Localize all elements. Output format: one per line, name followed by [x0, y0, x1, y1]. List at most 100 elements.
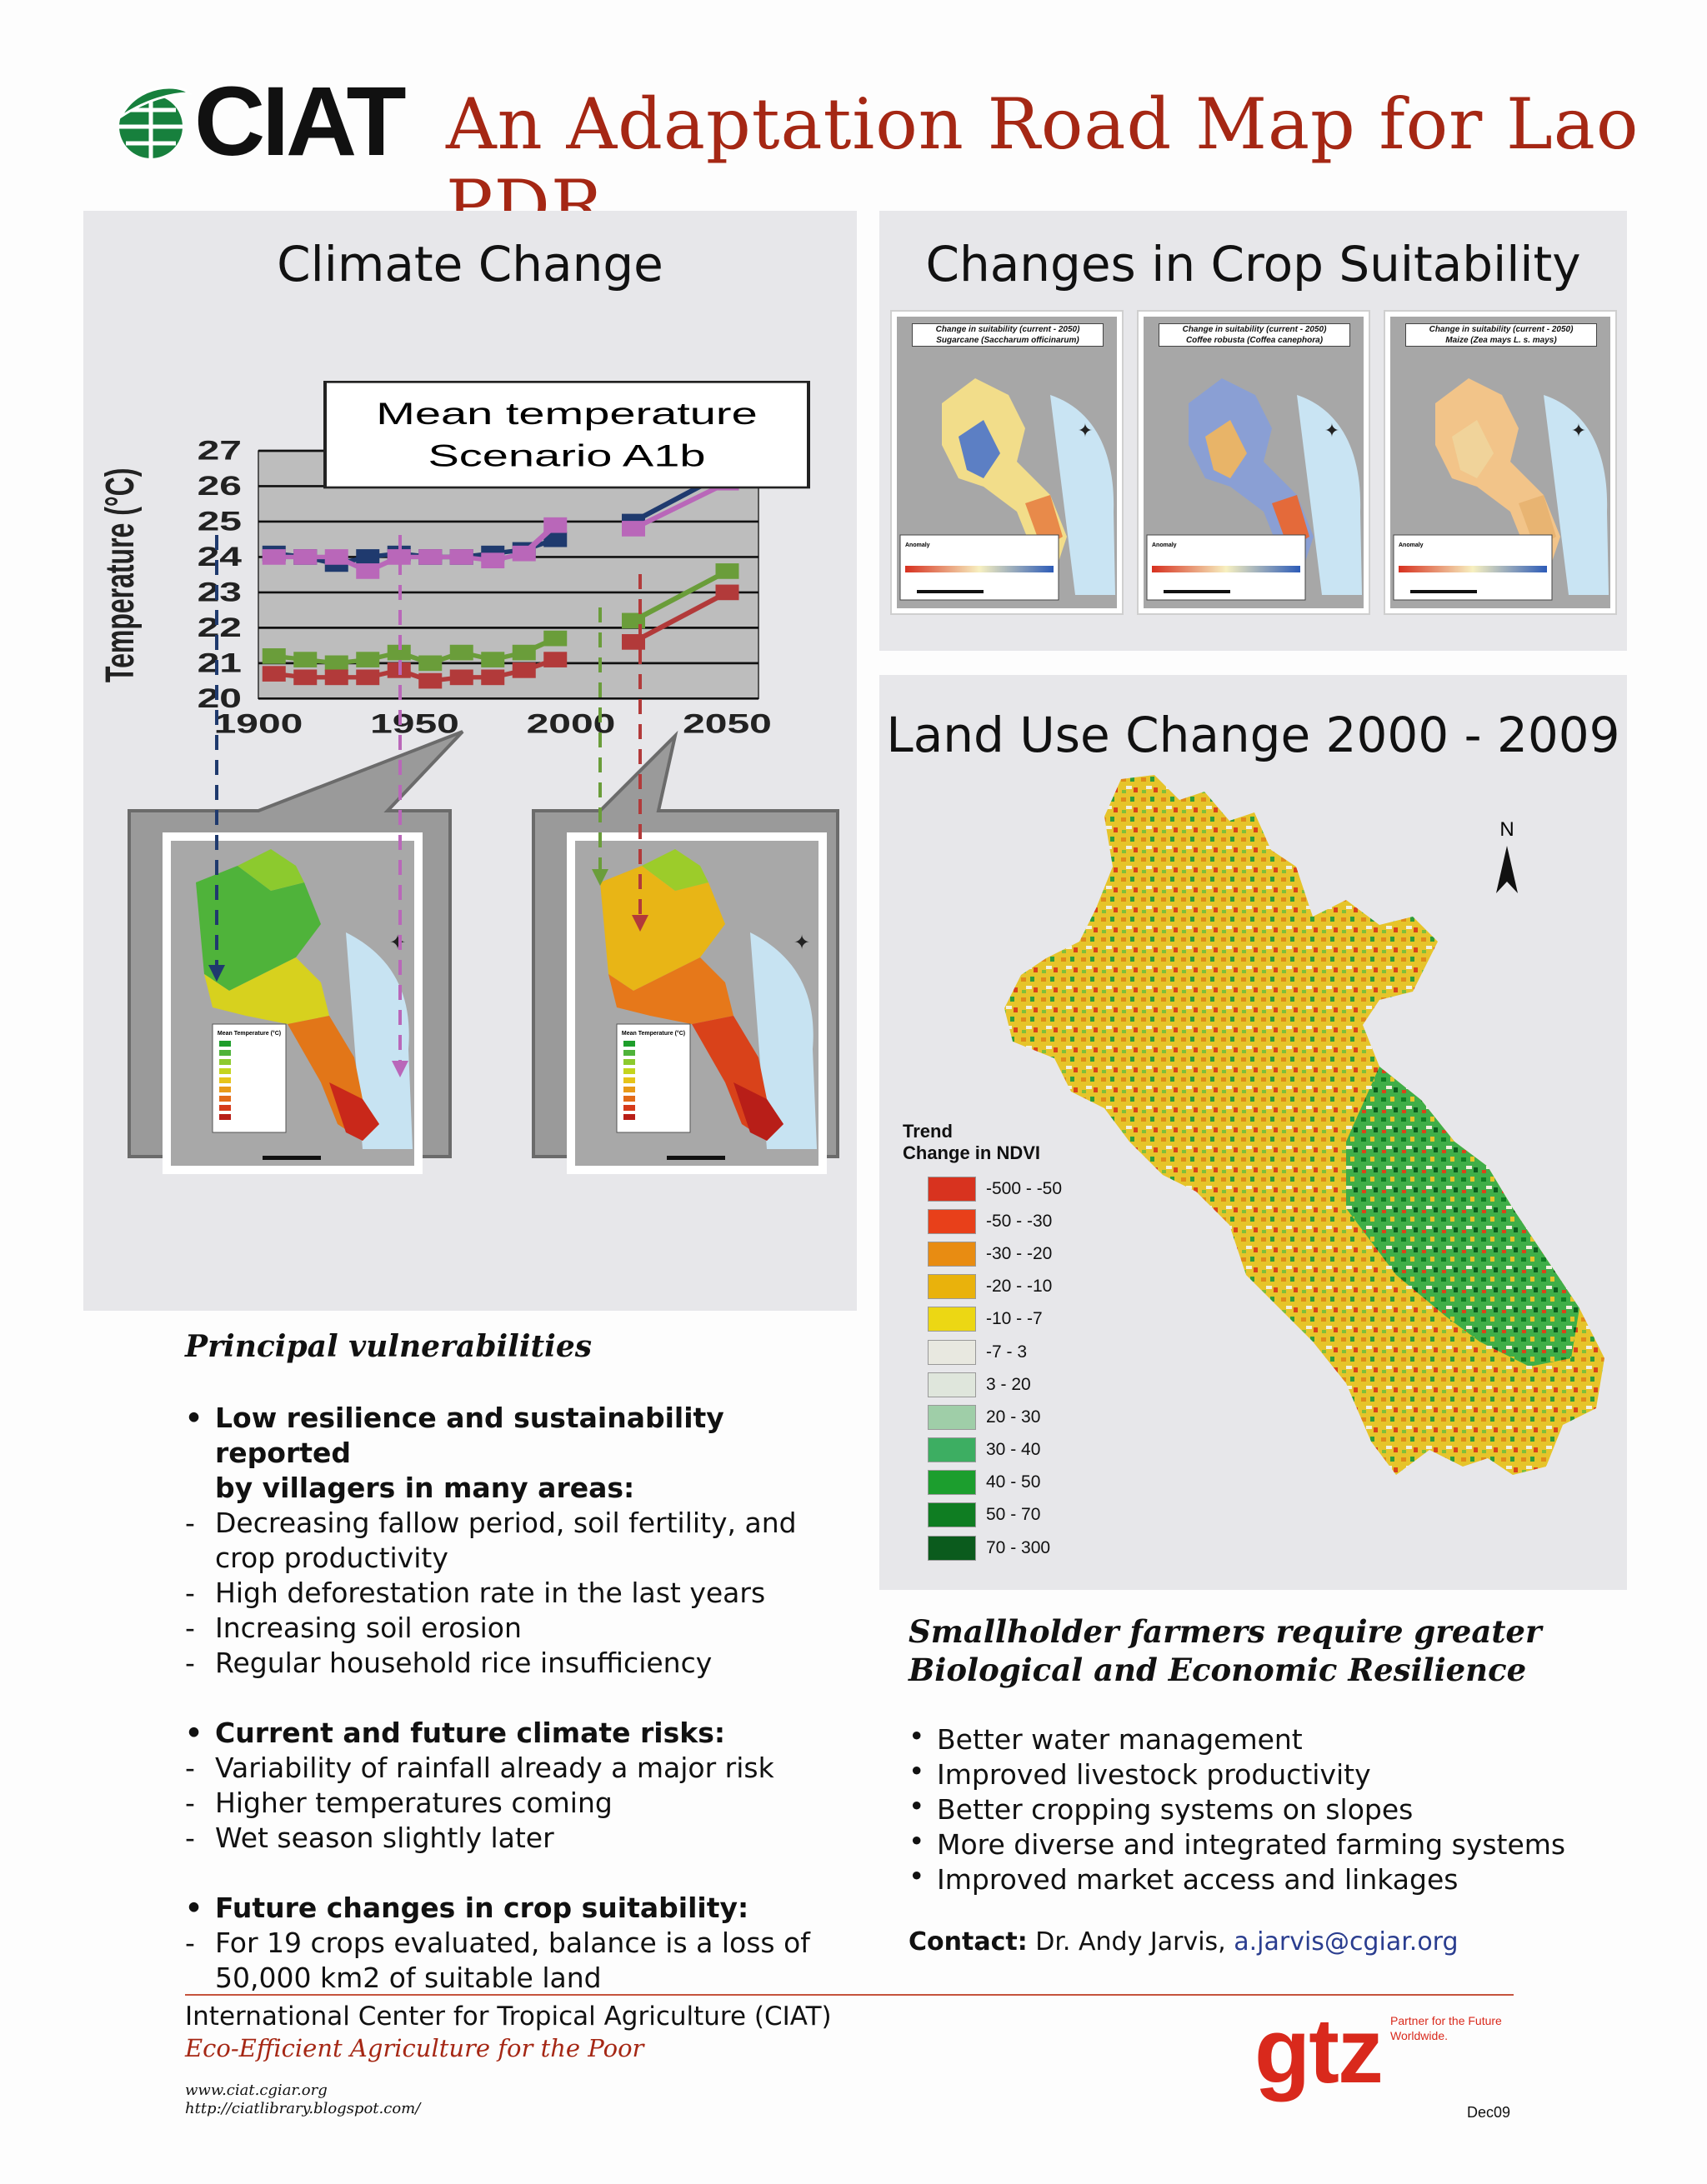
- crop-map-caption: Change in suitability (current - 2050) Co…: [1159, 323, 1350, 347]
- x-tick-label: 2050: [683, 709, 772, 739]
- series-line: [273, 636, 558, 666]
- data-point: [356, 563, 380, 579]
- crop-map-caption: Change in suitability (current - 2050) Ma…: [1405, 323, 1597, 347]
- data-point: [449, 549, 473, 565]
- contact-name: Dr. Andy Jarvis,: [1035, 1927, 1226, 1957]
- footer-url-blog[interactable]: http://ciatlibrary.blogspot.com/: [185, 2100, 421, 2117]
- legend-swatch: [928, 1372, 976, 1397]
- chart-title-line-2: Scenario A1b: [428, 439, 705, 474]
- legend-swatch: [928, 1470, 976, 1496]
- series-line: [631, 590, 729, 644]
- contact-email-link[interactable]: a.jarvis@cgiar.org: [1234, 1927, 1459, 1957]
- list-item: - Decreasing fallow period, soil fertilit…: [185, 1507, 797, 1539]
- vulnerability-group-heading: • Low resilience and sustainability repor…: [185, 1402, 724, 1504]
- svg-text:✦: ✦: [793, 931, 810, 954]
- crop-panel-title: Changes in Crop Suitability: [925, 236, 1581, 292]
- chart-legend-box: [323, 381, 810, 489]
- list-item: Improved livestock productivity: [909, 1754, 1625, 1792]
- y-tick-label: 22: [198, 612, 242, 642]
- legend-row: -50 - -30: [903, 1205, 1062, 1237]
- list-item: - Higher temperatures coming: [185, 1787, 613, 1819]
- list-item: - Variability of rainfall already a major…: [185, 1752, 774, 1784]
- legend-label: 30 - 40: [986, 1440, 1041, 1460]
- legend-row: -20 - -10: [903, 1271, 1062, 1303]
- legend-label: -30 - -20: [986, 1243, 1053, 1263]
- data-point: [293, 669, 318, 686]
- y-axis-label: Temperature (°C): [97, 468, 142, 683]
- crop-suitability-map: Anomaly ✦ Change in suitability (current…: [1137, 310, 1370, 615]
- data-point: [622, 521, 645, 537]
- data-point: [293, 549, 318, 565]
- legend-swatch: [928, 1502, 976, 1528]
- footer-divider: [185, 1994, 1514, 1996]
- crop-suitability-map: Anomaly ✦ Change in suitability (current…: [1384, 310, 1617, 615]
- footer-url-website[interactable]: www.ciat.cgiar.org: [185, 2082, 328, 2099]
- legend-swatch: [928, 1437, 976, 1463]
- data-point: [543, 531, 568, 547]
- data-point: [715, 584, 739, 601]
- list-item: 50,000 km2 of suitable land: [215, 1962, 602, 1994]
- series-line: [631, 569, 729, 622]
- legend-swatch: [928, 1339, 976, 1365]
- svg-text:Anomaly: Anomaly: [1399, 542, 1424, 548]
- data-point: [387, 549, 411, 565]
- crop-suitability-map: Anomaly ✦ Change in suitability (current…: [890, 310, 1124, 615]
- legend-label: 3 - 20: [986, 1374, 1031, 1394]
- vulnerability-group-heading: • Future changes in crop suitability:: [185, 1892, 749, 1924]
- logo-text: CIAT: [194, 67, 407, 177]
- footer-org: International Center for Tropical Agricu…: [185, 2002, 832, 2032]
- globe-leaf-icon: [118, 86, 192, 158]
- data-point: [481, 652, 505, 667]
- land-use-title: Land Use Change 2000 - 2009: [886, 707, 1620, 763]
- legend-swatch: [928, 1404, 976, 1430]
- series-line: [273, 657, 558, 683]
- data-point: [481, 552, 505, 569]
- data-point: [543, 517, 568, 533]
- data-point: [715, 563, 739, 579]
- data-point: [449, 669, 473, 686]
- vulnerabilities-heading: Principal vulnerabilities: [185, 1329, 593, 1364]
- legend-label: 70 - 300: [986, 1537, 1051, 1557]
- resilience-heading-2: Biological and Economic Resilience: [909, 1652, 1527, 1688]
- data-point: [262, 648, 286, 664]
- x-tick-label: 1950: [370, 709, 459, 739]
- legend-row: 20 - 30: [903, 1401, 1062, 1433]
- legend-row: 3 - 20: [903, 1368, 1062, 1401]
- legend-label: -10 - -7: [986, 1309, 1043, 1329]
- list-item: Improved market access and linkages: [909, 1859, 1625, 1897]
- data-point: [418, 672, 443, 689]
- list-item: - Regular household rice insufficiency: [185, 1647, 713, 1679]
- contact-label: Contact:: [909, 1927, 1028, 1957]
- series-line: [273, 523, 558, 574]
- resilience-heading-1: Smallholder farmers require greater: [909, 1613, 1542, 1650]
- svg-text:N: N: [1499, 818, 1514, 841]
- legend-label: -500 - -50: [986, 1178, 1063, 1198]
- y-tick-label: 27: [198, 436, 242, 466]
- series-line: [631, 481, 729, 531]
- vulnerability-group-heading: • Current and future climate risks:: [185, 1717, 726, 1749]
- resilience-section: Smallholder farmers require greater Biol…: [909, 1612, 1625, 1957]
- legend-row: -7 - 3: [903, 1336, 1062, 1368]
- data-point: [418, 549, 443, 565]
- data-point: [324, 655, 348, 672]
- contact-line: Contact: Dr. Andy Jarvis, a.jarvis@cgiar…: [909, 1927, 1625, 1957]
- legend-row: -30 - -20: [903, 1237, 1062, 1270]
- data-point: [356, 652, 380, 667]
- dashed-connectors: [208, 535, 648, 1077]
- data-point: [512, 545, 536, 562]
- data-point: [512, 662, 536, 678]
- legend-swatch: [928, 1274, 976, 1300]
- legend-swatch: [928, 1208, 976, 1234]
- legend-title-trend: Trend: [903, 1121, 953, 1142]
- data-point: [356, 669, 380, 686]
- data-point: [481, 669, 505, 686]
- svg-text:Anomaly: Anomaly: [905, 542, 930, 548]
- legend-row: 30 - 40: [903, 1434, 1062, 1467]
- x-tick-label: 1900: [214, 709, 303, 739]
- y-tick-label: 24: [198, 542, 243, 572]
- y-tick-label: 23: [198, 577, 242, 607]
- list-item: - Increasing soil erosion: [185, 1612, 522, 1644]
- data-point: [262, 549, 286, 565]
- legend-swatch: [928, 1307, 976, 1332]
